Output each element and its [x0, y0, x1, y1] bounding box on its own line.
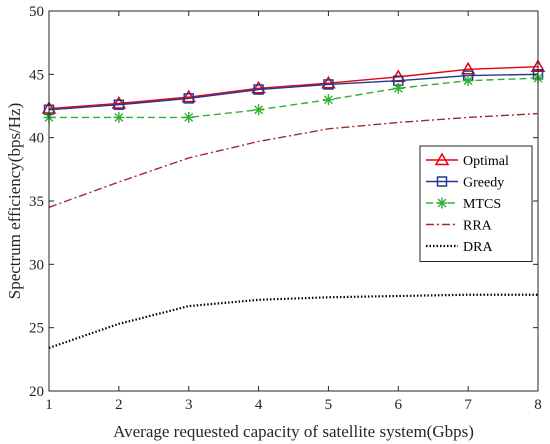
x-tick-label: 1: [45, 397, 53, 413]
y-tick-label: 20: [29, 384, 44, 400]
point-greedy: [183, 93, 194, 104]
point-mtcs: [253, 104, 265, 116]
point-greedy: [253, 84, 264, 95]
series-line-optimal: [48, 66, 539, 110]
y-tick-label: 50: [29, 4, 44, 20]
y-tick-label: 25: [29, 321, 44, 337]
x-tick-label: 5: [325, 397, 333, 413]
x-axis-label: Average requested capacity of satellite …: [113, 422, 474, 441]
legend: Optimal Greedy MTCS RRA DRA: [419, 145, 533, 262]
point-optimal: [181, 89, 197, 103]
legend-label-mtcs: MTCS: [463, 197, 501, 212]
x-tick-label: 2: [115, 397, 123, 413]
point-mtcs: [462, 75, 474, 87]
point-greedy: [323, 79, 334, 90]
x-tick-label: 6: [395, 397, 403, 413]
point-mtcs: [183, 111, 195, 123]
x-tick-label: 8: [534, 397, 542, 413]
y-tick-label: 30: [29, 257, 44, 273]
series-line-rra: [48, 112, 539, 208]
series-line-mtcs: [49, 77, 539, 119]
y-tick-label: 45: [29, 67, 44, 83]
x-tick-label: 3: [185, 397, 193, 413]
point-optimal: [460, 61, 476, 75]
point-mtcs: [392, 82, 404, 94]
legend-marker-greedy: [436, 176, 448, 187]
point-mtcs: [322, 94, 334, 106]
legend-label-greedy: Greedy: [463, 176, 504, 191]
point-greedy: [113, 99, 125, 110]
point-optimal: [251, 80, 266, 94]
series-line-dra: [48, 293, 538, 349]
y-tick-label: 40: [29, 131, 44, 147]
series-layer: [41, 59, 546, 349]
legend-label-rra: RRA: [463, 219, 493, 234]
point-mtcs: [113, 111, 125, 123]
legend-label-dra: DRA: [463, 240, 493, 255]
legend-label-optimal: Optimal: [463, 154, 509, 169]
y-tick-label: 35: [29, 194, 44, 210]
x-tick-label: 4: [255, 397, 263, 413]
legend-marker-optimal: [434, 152, 450, 166]
y-axis-label: Spectrum efficiency(bps/Hz): [5, 103, 24, 300]
legend-marker-mtcs: [436, 197, 448, 209]
point-optimal: [111, 95, 127, 109]
point-optimal: [321, 75, 336, 89]
x-tick-label: 7: [464, 397, 472, 413]
series-line-greedy: [48, 73, 539, 111]
